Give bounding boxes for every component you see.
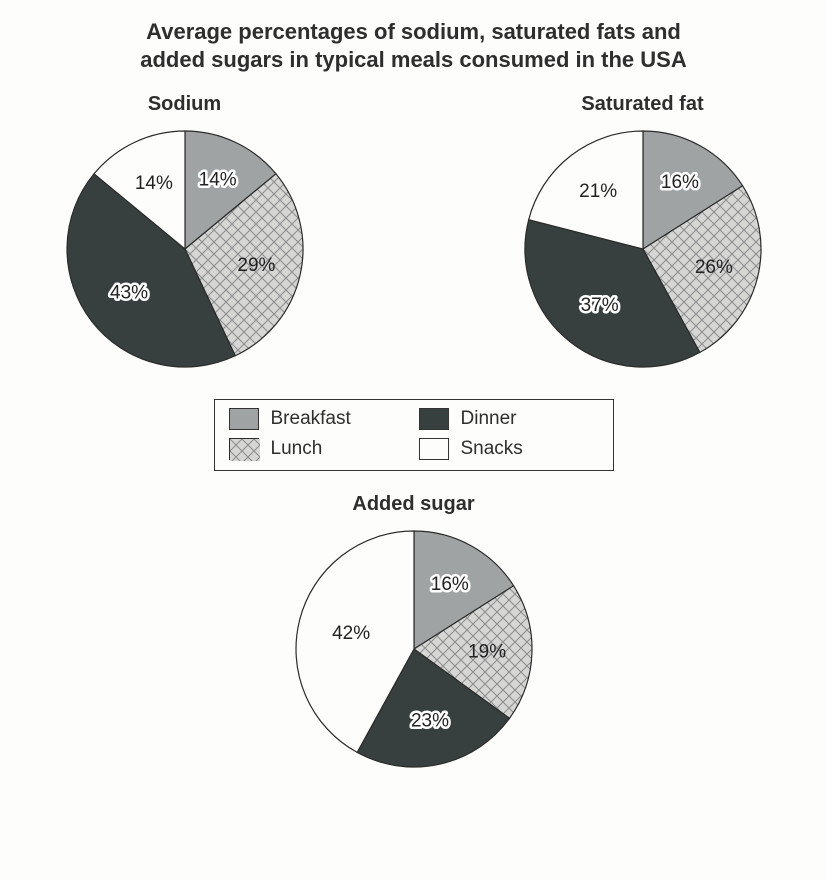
chart-sodium-title: Sodium [148,93,221,116]
title-line-2: added sugars in typical meals consumed i… [140,47,686,72]
chart-satfat-title: Saturated fat [581,93,703,116]
slice-label-sugar-breakfast: 16% [430,574,468,595]
legend-swatch-snacks [419,438,449,460]
slice-label-sugar-dinner: 23% [410,710,448,731]
legend-swatch-breakfast [229,408,259,430]
legend-item-snacks: Snacks [419,438,599,460]
slice-label-sodium-breakfast: 14% [198,170,236,191]
legend-label-breakfast: Breakfast [271,408,351,430]
legend-item-dinner: Dinner [419,408,599,430]
page: Average percentages of sodium, saturated… [0,0,827,881]
legend-label-snacks: Snacks [461,438,523,460]
title-line-1: Average percentages of sodium, saturated… [146,19,681,44]
page-title: Average percentages of sodium, saturated… [74,18,754,73]
slice-label-satfat-snacks: 21% [579,181,617,202]
bottom-row: Added sugar 16%16%19%23%23%42% [0,493,827,775]
chart-sugar: Added sugar 16%16%19%23%23%42% [293,493,535,775]
legend: Breakfast Dinner Lunch Snacks [214,399,614,471]
top-row: Sodium 14%14%29%43%43%14% Saturated fat … [64,93,764,375]
pie-satfat: 16%16%26%37%37%21% [522,128,764,375]
legend-label-dinner: Dinner [461,408,517,430]
chart-sugar-title: Added sugar [352,493,474,516]
slice-label-sodium-lunch: 29% [237,255,275,276]
slice-label-satfat-lunch: 26% [694,257,732,278]
chart-sodium: Sodium 14%14%29%43%43%14% [64,93,306,375]
slice-label-sugar-lunch: 19% [468,641,506,662]
legend-item-breakfast: Breakfast [229,408,409,430]
slice-label-sodium-snacks: 14% [134,173,172,194]
legend-label-lunch: Lunch [271,438,323,460]
slice-label-satfat-breakfast: 16% [660,172,698,193]
legend-item-lunch: Lunch [229,438,409,460]
legend-swatch-dinner [419,408,449,430]
legend-swatch-lunch [229,438,259,460]
slice-label-satfat-dinner: 37% [580,295,618,316]
pie-sodium: 14%14%29%43%43%14% [64,128,306,375]
pie-sugar: 16%16%19%23%23%42% [293,528,535,775]
chart-satfat: Saturated fat 16%16%26%37%37%21% [522,93,764,375]
slice-label-sodium-dinner: 43% [110,282,148,303]
slice-label-sugar-snacks: 42% [332,623,370,644]
